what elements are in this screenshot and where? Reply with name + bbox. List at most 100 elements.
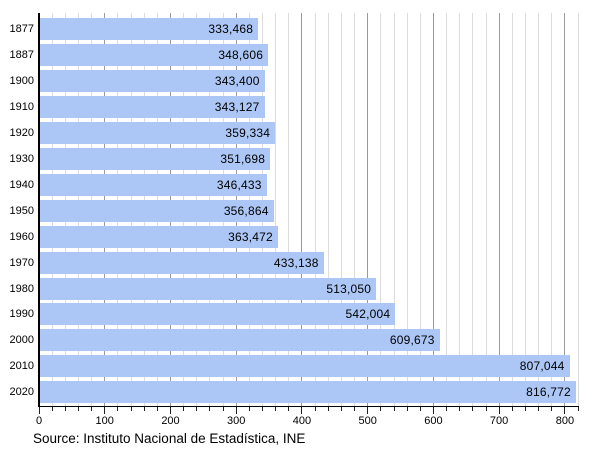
x-tick-minor (209, 407, 211, 411)
x-tick-minor (538, 407, 540, 411)
x-tick-minor (380, 407, 382, 411)
x-tick-label-500: 500 (358, 415, 377, 427)
bar-1877: 333,468 (39, 18, 259, 40)
x-tick-label-700: 700 (489, 415, 509, 427)
x-tick-minor (577, 407, 579, 411)
gridline-minor (485, 13, 487, 406)
gridline-minor (354, 13, 355, 406)
x-tick-minor (511, 407, 513, 411)
year-label-1990: 1990 (9, 308, 34, 321)
bar-1950: 356,864 (39, 199, 274, 222)
x-tick-minor (77, 407, 79, 411)
y-axis-category-labels: 1877 1887 1900 1910 1920 1930 1940 1950 1960 1970… (0, 0, 34, 420)
x-tick-minor (314, 407, 316, 411)
x-tick-major (104, 407, 106, 414)
gridline-minor (419, 13, 421, 406)
x-tick-major (170, 407, 171, 414)
x-tick-minor (393, 407, 395, 411)
gridline-minor (380, 13, 382, 406)
bar-1990: 542,004 (39, 303, 396, 326)
x-tick-minor (419, 407, 421, 411)
x-tick-minor (130, 407, 132, 411)
gridline-minor (393, 13, 395, 406)
gridline-minor (524, 13, 526, 406)
x-tick-minor (340, 407, 342, 411)
gridline-minor (288, 13, 290, 406)
y-axis-line (38, 13, 40, 407)
x-tick-minor (472, 407, 474, 411)
x-tick-minor (524, 407, 526, 411)
year-label-2010: 2010 (9, 360, 34, 373)
x-tick-minor (288, 407, 290, 411)
bar-2020: 816,772 (39, 381, 576, 404)
x-tick-label-400: 400 (292, 415, 312, 427)
bar-1930: 351,698 (39, 147, 271, 170)
x-tick-major (367, 407, 369, 414)
bar-value-label-1920: 359,334 (225, 125, 271, 140)
x-tick-minor (262, 407, 263, 411)
year-label-1920: 1920 (9, 126, 34, 139)
year-label-1887: 1887 (9, 49, 34, 61)
x-tick-minor (196, 407, 198, 411)
x-tick-major (301, 407, 303, 414)
x-axis-line (38, 406, 579, 407)
bar-1920: 359,334 (39, 121, 276, 144)
bar-value-label-1990: 542,004 (345, 307, 391, 322)
bar-1900: 343,400 (39, 69, 265, 92)
x-tick-major (235, 407, 237, 414)
x-tick-label-300: 300 (227, 415, 246, 427)
x-axis-tick-labels: 0 100 200 300 400 500 600 700 800 (36, 415, 579, 429)
gridline-minor (446, 13, 447, 406)
gridline-minor (551, 13, 553, 406)
x-tick-minor (485, 407, 487, 411)
year-label-2000: 2000 (9, 334, 34, 347)
gridline-minor (275, 13, 277, 406)
bar-1887: 348,606 (39, 43, 269, 66)
bar-value-label-1887: 348,606 (218, 47, 264, 62)
gridline-minor (406, 13, 408, 406)
bar-value-label-1970: 433,138 (273, 255, 319, 270)
x-tick-major (498, 407, 500, 414)
bar-value-label-1877: 333,468 (208, 22, 254, 36)
bar-2000: 609,673 (39, 329, 440, 352)
bar-value-label-1960: 363,472 (228, 229, 273, 244)
x-tick-label-0: 0 (35, 415, 43, 427)
gridline-major (498, 13, 500, 406)
bar-2010: 807,044 (39, 355, 570, 378)
x-tick-minor (551, 407, 553, 411)
x-tick-major (564, 407, 566, 414)
bar-value-label-2000: 609,673 (389, 333, 435, 348)
x-tick-minor (143, 407, 145, 411)
year-label-1900: 1900 (9, 74, 34, 87)
gridline-major (432, 13, 434, 406)
bar-value-label-2010: 807,044 (519, 359, 565, 374)
gridline-minor (538, 13, 540, 406)
gridline-minor (472, 13, 474, 406)
bar-1910: 343,127 (39, 95, 265, 118)
year-label-1950: 1950 (9, 204, 34, 217)
bar-value-label-1910: 343,127 (214, 99, 260, 114)
x-tick-major (38, 407, 40, 414)
bar-value-label-1940: 346,433 (216, 177, 262, 192)
x-tick-minor (275, 407, 277, 411)
x-tick-minor (156, 407, 158, 411)
bar-value-label-1980: 513,050 (326, 281, 372, 296)
x-tick-minor (183, 407, 185, 411)
gridline-minor (459, 13, 461, 406)
x-tick-minor (222, 407, 224, 411)
x-tick-minor (91, 407, 93, 411)
year-label-2020: 2020 (9, 386, 34, 399)
gridline-minor (340, 13, 342, 406)
x-tick-minor (248, 407, 250, 411)
bar-1980: 513,050 (39, 277, 377, 300)
year-label-1970: 1970 (9, 256, 34, 269)
bar-1970: 433,138 (39, 251, 324, 274)
bar-value-label-1930: 351,698 (220, 151, 266, 166)
gridline-major (367, 13, 369, 406)
x-axis-ticks (38, 407, 579, 416)
x-tick-major (432, 407, 434, 414)
bar-1940: 346,433 (39, 173, 267, 196)
gridline-minor (511, 13, 513, 406)
year-label-1960: 1960 (9, 230, 34, 243)
